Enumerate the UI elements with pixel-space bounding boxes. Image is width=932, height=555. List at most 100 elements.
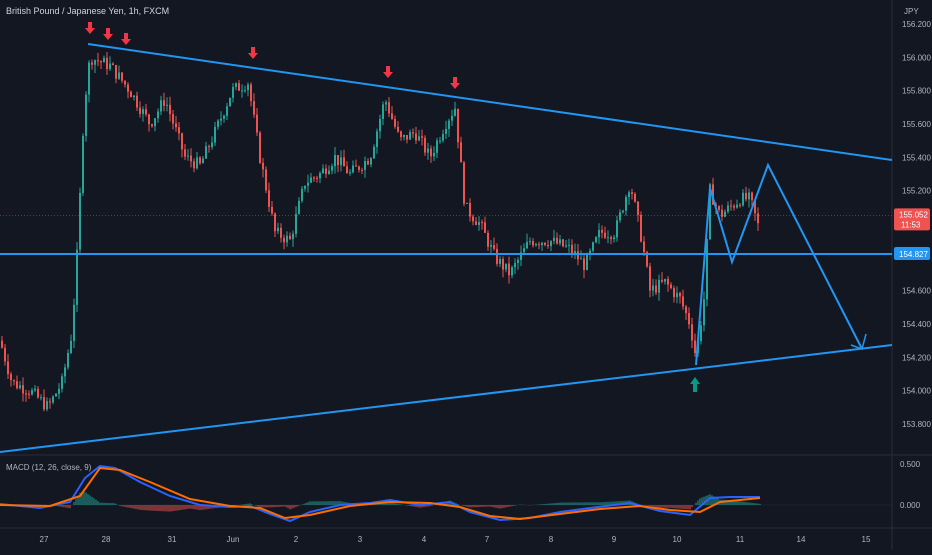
candle-body [40, 397, 42, 399]
candle-body [496, 248, 498, 264]
candle-body [736, 204, 738, 208]
candle-body [157, 111, 159, 119]
candle-body [505, 263, 507, 270]
candle-body [550, 240, 552, 247]
candle-body [520, 252, 522, 260]
candle-body [445, 128, 447, 134]
candle-body [142, 109, 144, 114]
y-tick-label: 153.800 [902, 420, 931, 429]
candle-body [58, 388, 60, 394]
resistance-arrow-icon [88, 22, 92, 28]
candle-body [154, 118, 156, 127]
candle-body [346, 166, 348, 174]
candle-body [700, 325, 702, 342]
candle-body [517, 259, 519, 263]
candle-body [118, 72, 120, 79]
candle-body [319, 173, 321, 179]
candle-body [628, 192, 630, 198]
resistance-arrow-icon [453, 77, 457, 83]
candle-body [511, 267, 513, 276]
candle-body [343, 157, 345, 167]
candle-body [508, 263, 510, 276]
candle-body [178, 127, 180, 134]
candle-body [442, 133, 444, 141]
candle-body [151, 124, 153, 127]
candle-body [592, 242, 594, 251]
candle-body [406, 135, 408, 140]
projection-path [695, 162, 863, 366]
resistance-trendline [87, 43, 893, 161]
candle-body [463, 162, 465, 204]
candle-body [688, 313, 690, 325]
candle-body [223, 115, 225, 119]
candle-body [91, 62, 93, 65]
macd-title: MACD (12, 26, close, 9) [6, 463, 92, 472]
candle-body [538, 244, 540, 246]
countdown-value: 11:53 [901, 220, 921, 229]
candle-body [367, 161, 369, 165]
candle-body [289, 235, 291, 240]
candle-body [415, 133, 417, 141]
candle-body [190, 155, 192, 162]
candle-body [7, 361, 9, 375]
macd-axis-label: 0.000 [900, 501, 921, 510]
candle-body [25, 393, 27, 395]
y-tick-label: 154.000 [902, 387, 931, 396]
candle-body [733, 205, 735, 208]
candle-body [331, 166, 333, 171]
candle-body [703, 299, 705, 326]
candle-body [94, 60, 96, 65]
resistance-arrow-icon [251, 47, 255, 53]
candle-body [601, 229, 603, 233]
candle-body [724, 211, 726, 217]
candle-body [127, 84, 129, 92]
support-trendline [0, 344, 893, 453]
candle-body [280, 227, 282, 238]
candle-body [37, 388, 39, 398]
x-tick-label: 4 [422, 535, 427, 544]
candle-body [739, 204, 741, 206]
candle-body [607, 237, 609, 239]
candle-body [166, 104, 168, 106]
candle-body [181, 133, 183, 150]
resistance-arrow-icon [383, 72, 393, 78]
candle-body [658, 279, 660, 293]
candle-body [424, 137, 426, 153]
candle-body [457, 108, 459, 143]
candle-body [421, 136, 423, 138]
x-tick-label: 27 [40, 535, 49, 544]
candle-body [262, 162, 264, 170]
candle-body [100, 61, 102, 63]
candle-body [730, 205, 732, 207]
candle-body [88, 62, 90, 95]
candle-body [34, 388, 36, 391]
candle-body [196, 157, 198, 169]
candle-body [532, 241, 534, 246]
candle-body [340, 157, 342, 166]
candle-body [355, 165, 357, 167]
candle-body [622, 210, 624, 213]
candle-body [67, 352, 69, 368]
candle-body [79, 192, 81, 250]
candle-body [499, 258, 501, 264]
resistance-arrow-icon [85, 28, 95, 34]
candle-body [250, 84, 252, 102]
support-arrow-icon [693, 384, 697, 392]
resistance-arrow-icon [124, 33, 128, 39]
candle-body [274, 213, 276, 232]
candle-body [49, 401, 51, 403]
candle-body [481, 222, 483, 224]
projection-arrowhead [850, 333, 867, 350]
candle-body [136, 95, 138, 108]
candle-body [109, 63, 111, 70]
candle-body [586, 254, 588, 270]
candle-body [55, 393, 57, 397]
candle-body [376, 131, 378, 147]
candle-body [682, 296, 684, 307]
x-tick-label: 7 [485, 535, 490, 544]
candle-body [103, 57, 105, 63]
x-tick-label: 9 [612, 535, 617, 544]
candle-body [478, 222, 480, 225]
